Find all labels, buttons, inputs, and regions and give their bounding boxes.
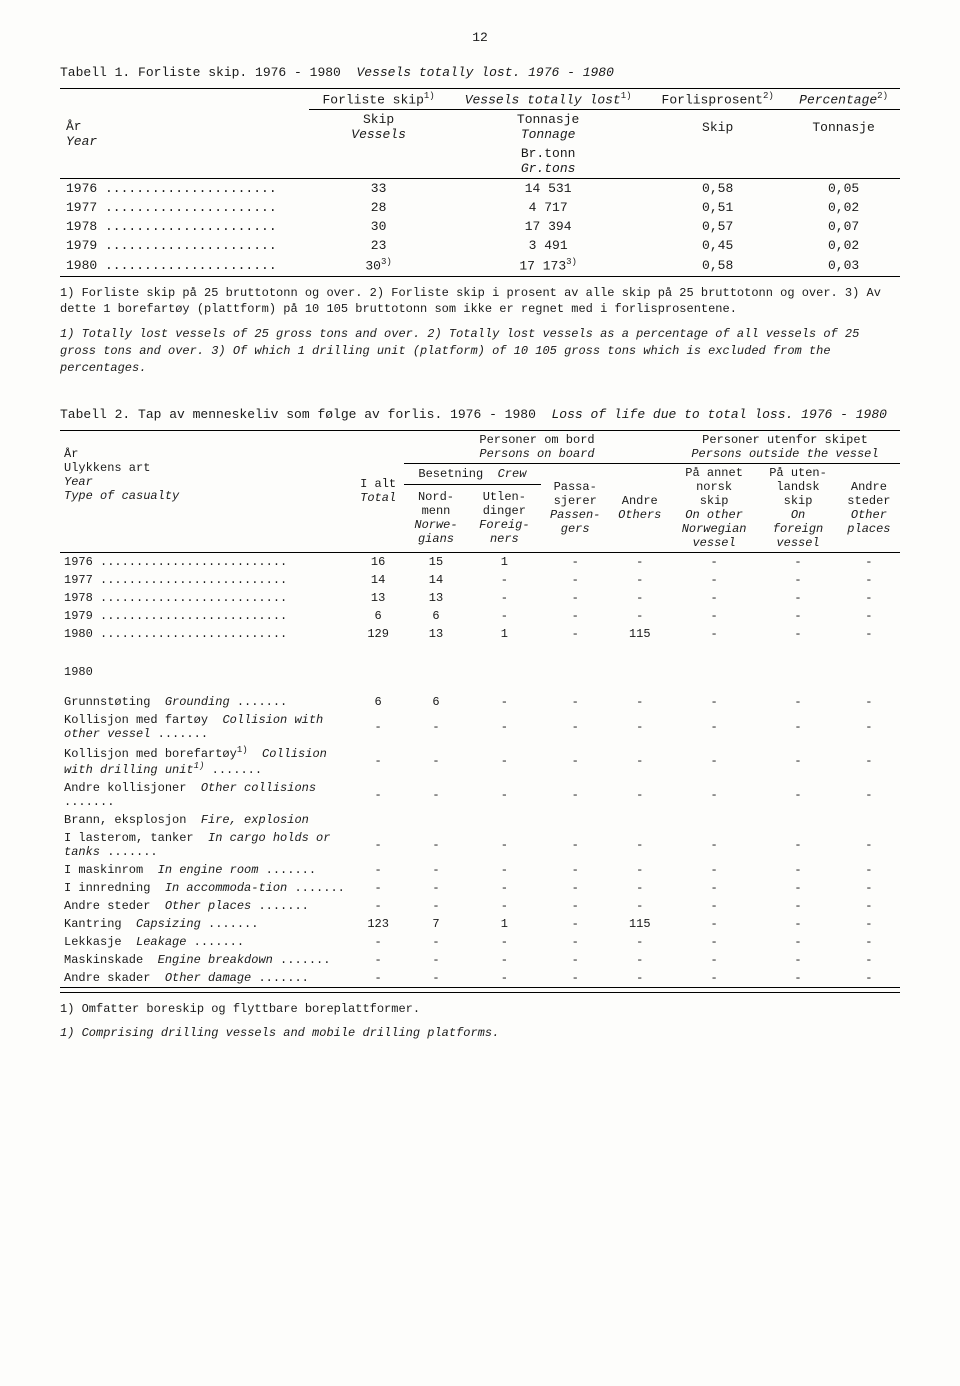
table-row: 1977 ...................... 28 4 717 0,5… — [60, 198, 900, 217]
hdr-year-en: Year — [66, 134, 97, 149]
table-row: Andre steder Other places .......--- -- … — [60, 897, 900, 915]
table-row: Andre skader Other damage .......--- -- … — [60, 969, 900, 988]
table-row: Andre kollisjoner Other collisions .....… — [60, 779, 900, 811]
table2-title: Tabell 2. Tap av menneskeliv som følge a… — [60, 407, 900, 422]
table1: År Year Forliste skip1) Vessels totally … — [60, 88, 900, 277]
table-row: Maskinskade Engine breakdown .......--- … — [60, 951, 900, 969]
hdr-grtons: Gr.tons — [521, 161, 576, 176]
table-row: Grunnstøting Grounding .......66- -- --- — [60, 693, 900, 711]
hdr-forliste: Forliste skip — [322, 92, 423, 107]
t2-pob-no: Personer om bord — [479, 433, 594, 447]
table2: År Ulykkens art Year Type of casualty I … — [60, 430, 900, 988]
sup1b: 1) — [621, 91, 632, 101]
hdr-year-no: År — [66, 119, 82, 134]
table1-title-en: Vessels totally lost. 1976 - 1980 — [356, 65, 613, 80]
table-row: 1977 .......................... 1414- --… — [60, 571, 900, 589]
table-row: 1980 ...................... 303) 17 1733… — [60, 255, 900, 276]
t2-pob-en: Persons on board — [479, 447, 594, 461]
table-row: 1976 ...................... 33 14 531 0,… — [60, 179, 900, 199]
t2-ulykkens: Ulykkens art — [64, 461, 150, 475]
table-row: Lekkasje Leakage .......--- -- --- — [60, 933, 900, 951]
table-row: 1976 .......................... 16151 --… — [60, 552, 900, 571]
hdr-brtonn: Br.tonn — [521, 146, 576, 161]
table2-title-no: Tabell 2. Tap av menneskeliv som følge a… — [60, 407, 536, 422]
table-row: I maskinrom In engine room .......--- --… — [60, 861, 900, 879]
table1-title: Tabell 1. Forliste skip. 1976 - 1980 Ves… — [60, 65, 900, 80]
hdr-skip1: Skip — [363, 112, 394, 127]
table-row: Brann, eksplosjon Fire, explosion — [60, 811, 900, 829]
t2-crew: Crew — [498, 467, 527, 481]
t2-ialt: I alt — [360, 477, 396, 491]
table-row: Kollisjon med fartøy Collision with othe… — [60, 711, 900, 743]
table-row: I innredning In accommoda-tion .......--… — [60, 879, 900, 897]
table-row: Kantring Capsizing .......12371 -115 --- — [60, 915, 900, 933]
t2-total: Total — [360, 491, 396, 505]
hdr-tonnage1: Tonnage — [521, 127, 576, 142]
t2-besetning: Besetning — [418, 467, 483, 481]
t2-year-no: År — [64, 447, 78, 461]
t2-year-en: Year — [64, 475, 93, 489]
hdr-percentage: Percentage — [799, 92, 877, 107]
t2-section-1980: 1980 — [60, 663, 352, 681]
table1-footnote-en: 1) Totally lost vessels of 25 gross tons… — [60, 326, 900, 376]
hdr-vessels-lost: Vessels totally lost — [465, 92, 621, 107]
hdr-tonnasje2: Tonnasje — [812, 120, 874, 135]
hdr-skip2: Skip — [702, 120, 733, 135]
sup2b: 2) — [877, 91, 888, 101]
table-row: 1979 ...................... 23 3 491 0,4… — [60, 236, 900, 255]
t2-type: Type of casualty — [64, 489, 179, 503]
t2-pov-no: Personer utenfor skipet — [702, 433, 868, 447]
page-number: 12 — [60, 30, 900, 45]
table-row: 1979 .......................... 66- -- -… — [60, 607, 900, 625]
sup1a: 1) — [424, 91, 435, 101]
table2-footnote-en: 1) Comprising drilling vessels and mobil… — [60, 1025, 900, 1042]
t2-pov-en: Persons outside the vessel — [691, 447, 878, 461]
hdr-tonnasje1: Tonnasje — [517, 112, 579, 127]
table-row: 1978 .......................... 1313- --… — [60, 589, 900, 607]
table1-footnote-no: 1) Forliste skip på 25 bruttotonn og ove… — [60, 285, 900, 319]
table-row: I lasterom, tanker In cargo holds or tan… — [60, 829, 900, 861]
table2-title-en: Loss of life due to total loss. 1976 - 1… — [552, 407, 887, 422]
hdr-vessels1: Vessels — [351, 127, 406, 142]
hdr-forlisprosent: Forlisprosent — [662, 92, 763, 107]
table1-title-no: Tabell 1. Forliste skip. 1976 - 1980 — [60, 65, 341, 80]
sup2a: 2) — [763, 91, 774, 101]
table-row: Kollisjon med borefartøy1) Collision wit… — [60, 743, 900, 779]
table-row: 1980 .......................... 129131 -… — [60, 625, 900, 643]
table-row: 1978 ...................... 30 17 394 0,… — [60, 217, 900, 236]
table2-footnote-no: 1) Omfatter boreskip og flyttbare borepl… — [60, 1001, 900, 1018]
